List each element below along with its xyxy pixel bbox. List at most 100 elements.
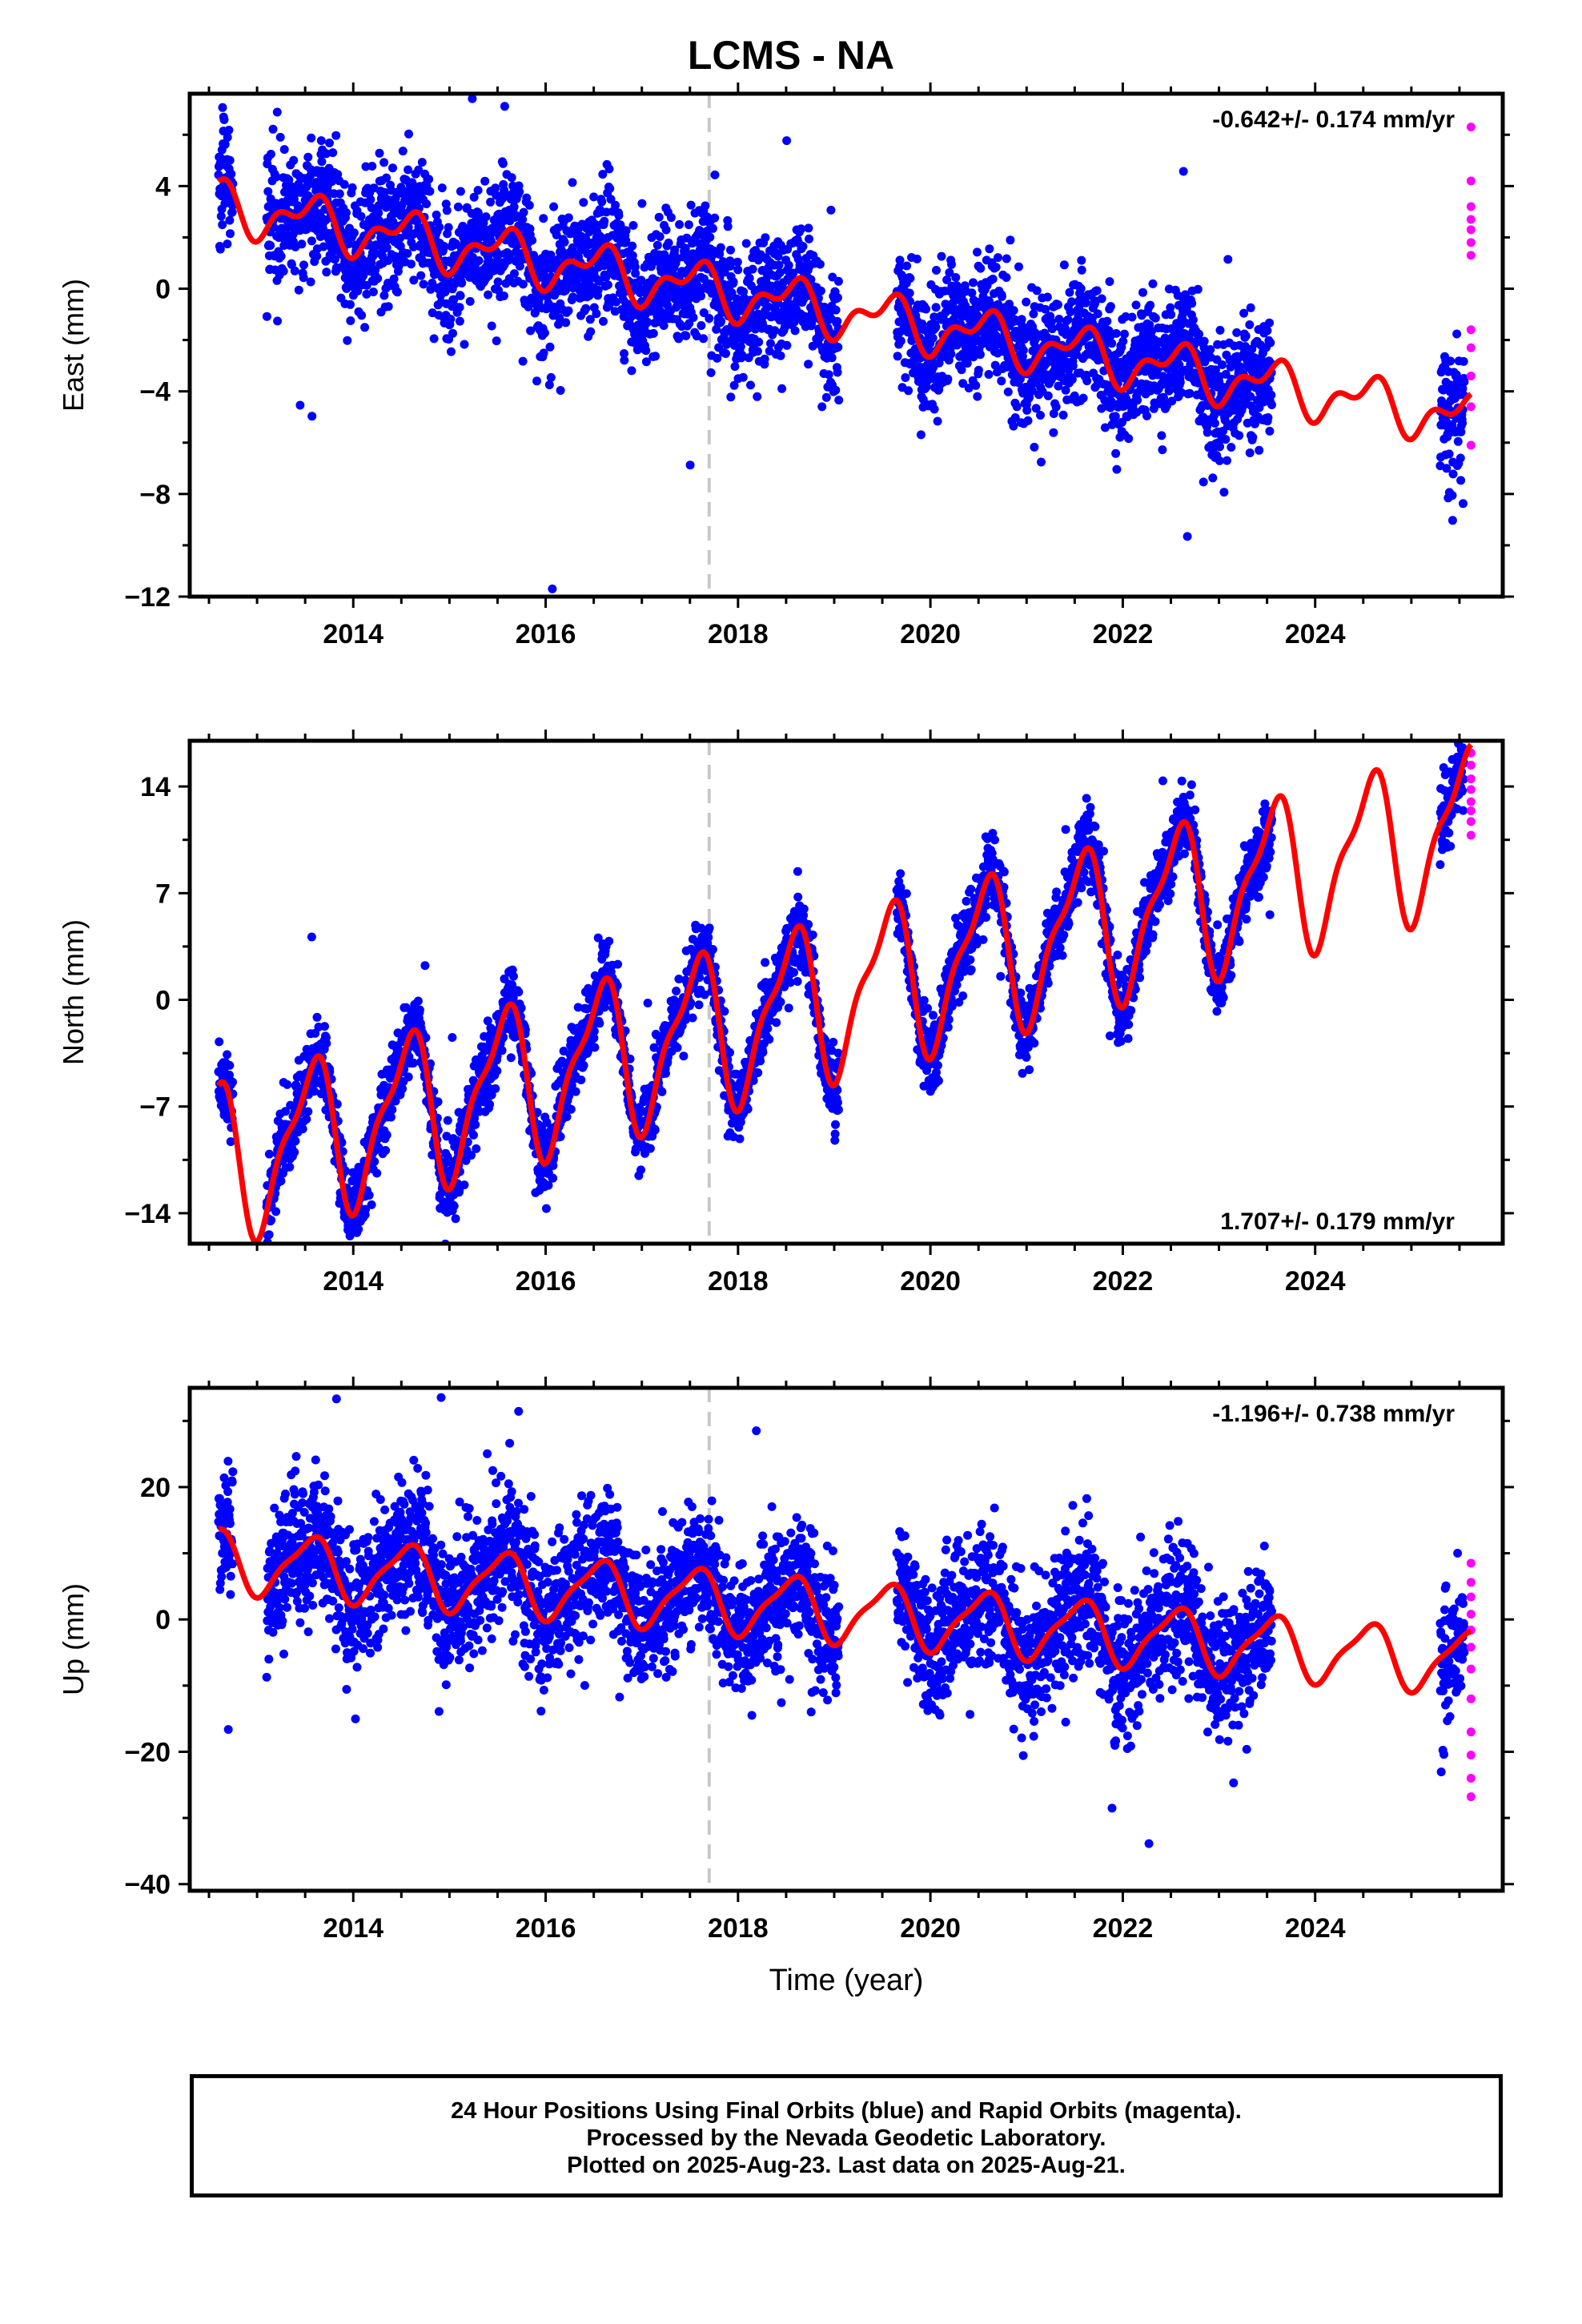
final-orbit-point [404, 129, 413, 139]
final-orbit-point [1215, 442, 1225, 452]
final-orbit-point [342, 208, 351, 218]
final-orbit-point [630, 262, 640, 271]
final-orbit-point [568, 178, 577, 187]
rapid-orbit-point [1466, 251, 1476, 260]
final-orbit-point [945, 267, 954, 277]
final-orbit-point [1127, 312, 1137, 322]
final-orbit-point [697, 292, 706, 301]
final-orbit-point [268, 124, 278, 134]
final-orbit-point [621, 235, 631, 245]
final-orbit-point [975, 350, 985, 360]
final-orbit-point [1206, 345, 1215, 354]
final-orbit-point [481, 212, 491, 222]
final-orbit-point [725, 261, 735, 271]
final-orbit-point [1227, 443, 1236, 452]
final-orbit-point [368, 287, 378, 296]
final-orbit-point [1012, 402, 1022, 412]
final-orbit-point [424, 175, 434, 184]
final-orbit-point [592, 309, 601, 319]
final-orbit-point [1246, 392, 1255, 401]
final-orbit-point [223, 239, 232, 249]
final-orbit-point [1067, 375, 1077, 384]
y-tick-label: 4 [155, 171, 171, 202]
final-orbit-point [1182, 532, 1192, 541]
final-orbit-point [218, 220, 227, 230]
final-orbit-point [216, 211, 226, 221]
final-orbit-point [388, 163, 397, 173]
final-orbit-point [717, 316, 726, 326]
final-orbit-point [1444, 449, 1454, 459]
final-orbit-point [951, 273, 961, 282]
final-orbit-point [710, 170, 720, 179]
final-orbit-point [585, 315, 595, 324]
final-orbit-point [1072, 350, 1082, 360]
final-orbit-point [1022, 297, 1031, 307]
final-orbit-point [1157, 431, 1166, 440]
final-orbit-point [784, 260, 793, 270]
final-orbit-point [901, 373, 910, 382]
final-orbit-point [432, 210, 441, 219]
final-orbit-point [1049, 409, 1058, 418]
final-orbit-point [539, 348, 548, 358]
final-orbit-point [969, 278, 978, 287]
final-orbit-point [600, 216, 609, 226]
final-orbit-point [1043, 391, 1053, 400]
final-orbit-point [1266, 338, 1275, 348]
final-orbit-point [382, 173, 391, 183]
final-orbit-point [349, 228, 359, 238]
final-orbit-point [416, 271, 426, 280]
final-orbit-point [655, 232, 665, 241]
final-orbit-point [483, 1016, 492, 1026]
final-orbit-point [271, 172, 281, 182]
final-orbit-point [1142, 411, 1151, 420]
final-orbit-point [1178, 167, 1188, 176]
final-orbit-point [826, 205, 836, 215]
final-orbit-point [407, 259, 416, 269]
final-orbit-point [1174, 360, 1184, 369]
final-orbit-point [448, 328, 457, 338]
final-orbit-point [750, 324, 760, 334]
final-orbit-point [637, 199, 647, 208]
final-orbit-point [1456, 476, 1466, 485]
final-orbit-point [526, 326, 536, 336]
final-orbit-point [227, 169, 236, 179]
final-orbit-point [804, 360, 813, 369]
rapid-orbit-point [1466, 176, 1476, 186]
final-orbit-point [456, 187, 465, 196]
final-orbit-point [1049, 428, 1058, 437]
final-orbit-point [325, 139, 334, 147]
final-orbit-point [1061, 385, 1070, 395]
final-orbit-point [425, 187, 435, 196]
final-orbit-point [729, 277, 738, 287]
final-orbit-point [648, 328, 658, 338]
final-orbit-point [428, 279, 437, 287]
final-orbit-point [227, 207, 237, 217]
final-orbit-point [448, 1033, 457, 1042]
final-orbit-point [455, 316, 464, 326]
final-orbit-point [1241, 332, 1251, 340]
final-orbit-point [798, 242, 808, 251]
final-orbit-point [356, 211, 366, 221]
final-orbit-point [319, 242, 328, 251]
final-orbit-point [1150, 313, 1160, 323]
final-orbit-point [942, 275, 952, 284]
x-tick-label: 2020 [900, 619, 961, 649]
final-orbit-point [312, 251, 322, 261]
final-orbit-point [1063, 315, 1073, 324]
final-orbit-point [1097, 404, 1106, 413]
final-orbit-point [275, 132, 285, 142]
final-orbit-point [307, 412, 317, 421]
final-orbit-point [789, 317, 799, 327]
final-orbit-point [753, 392, 762, 401]
final-orbit-point [361, 1204, 371, 1214]
final-orbit-point [276, 1176, 286, 1186]
final-orbit-point [1187, 299, 1197, 308]
final-orbit-point [681, 284, 690, 294]
final-orbit-point [387, 1105, 397, 1115]
final-orbit-point [590, 219, 600, 229]
final-orbit-point [816, 286, 825, 296]
final-orbit-point [1030, 442, 1039, 452]
final-orbit-point [1248, 432, 1258, 442]
rapid-orbit-point [1466, 402, 1476, 412]
